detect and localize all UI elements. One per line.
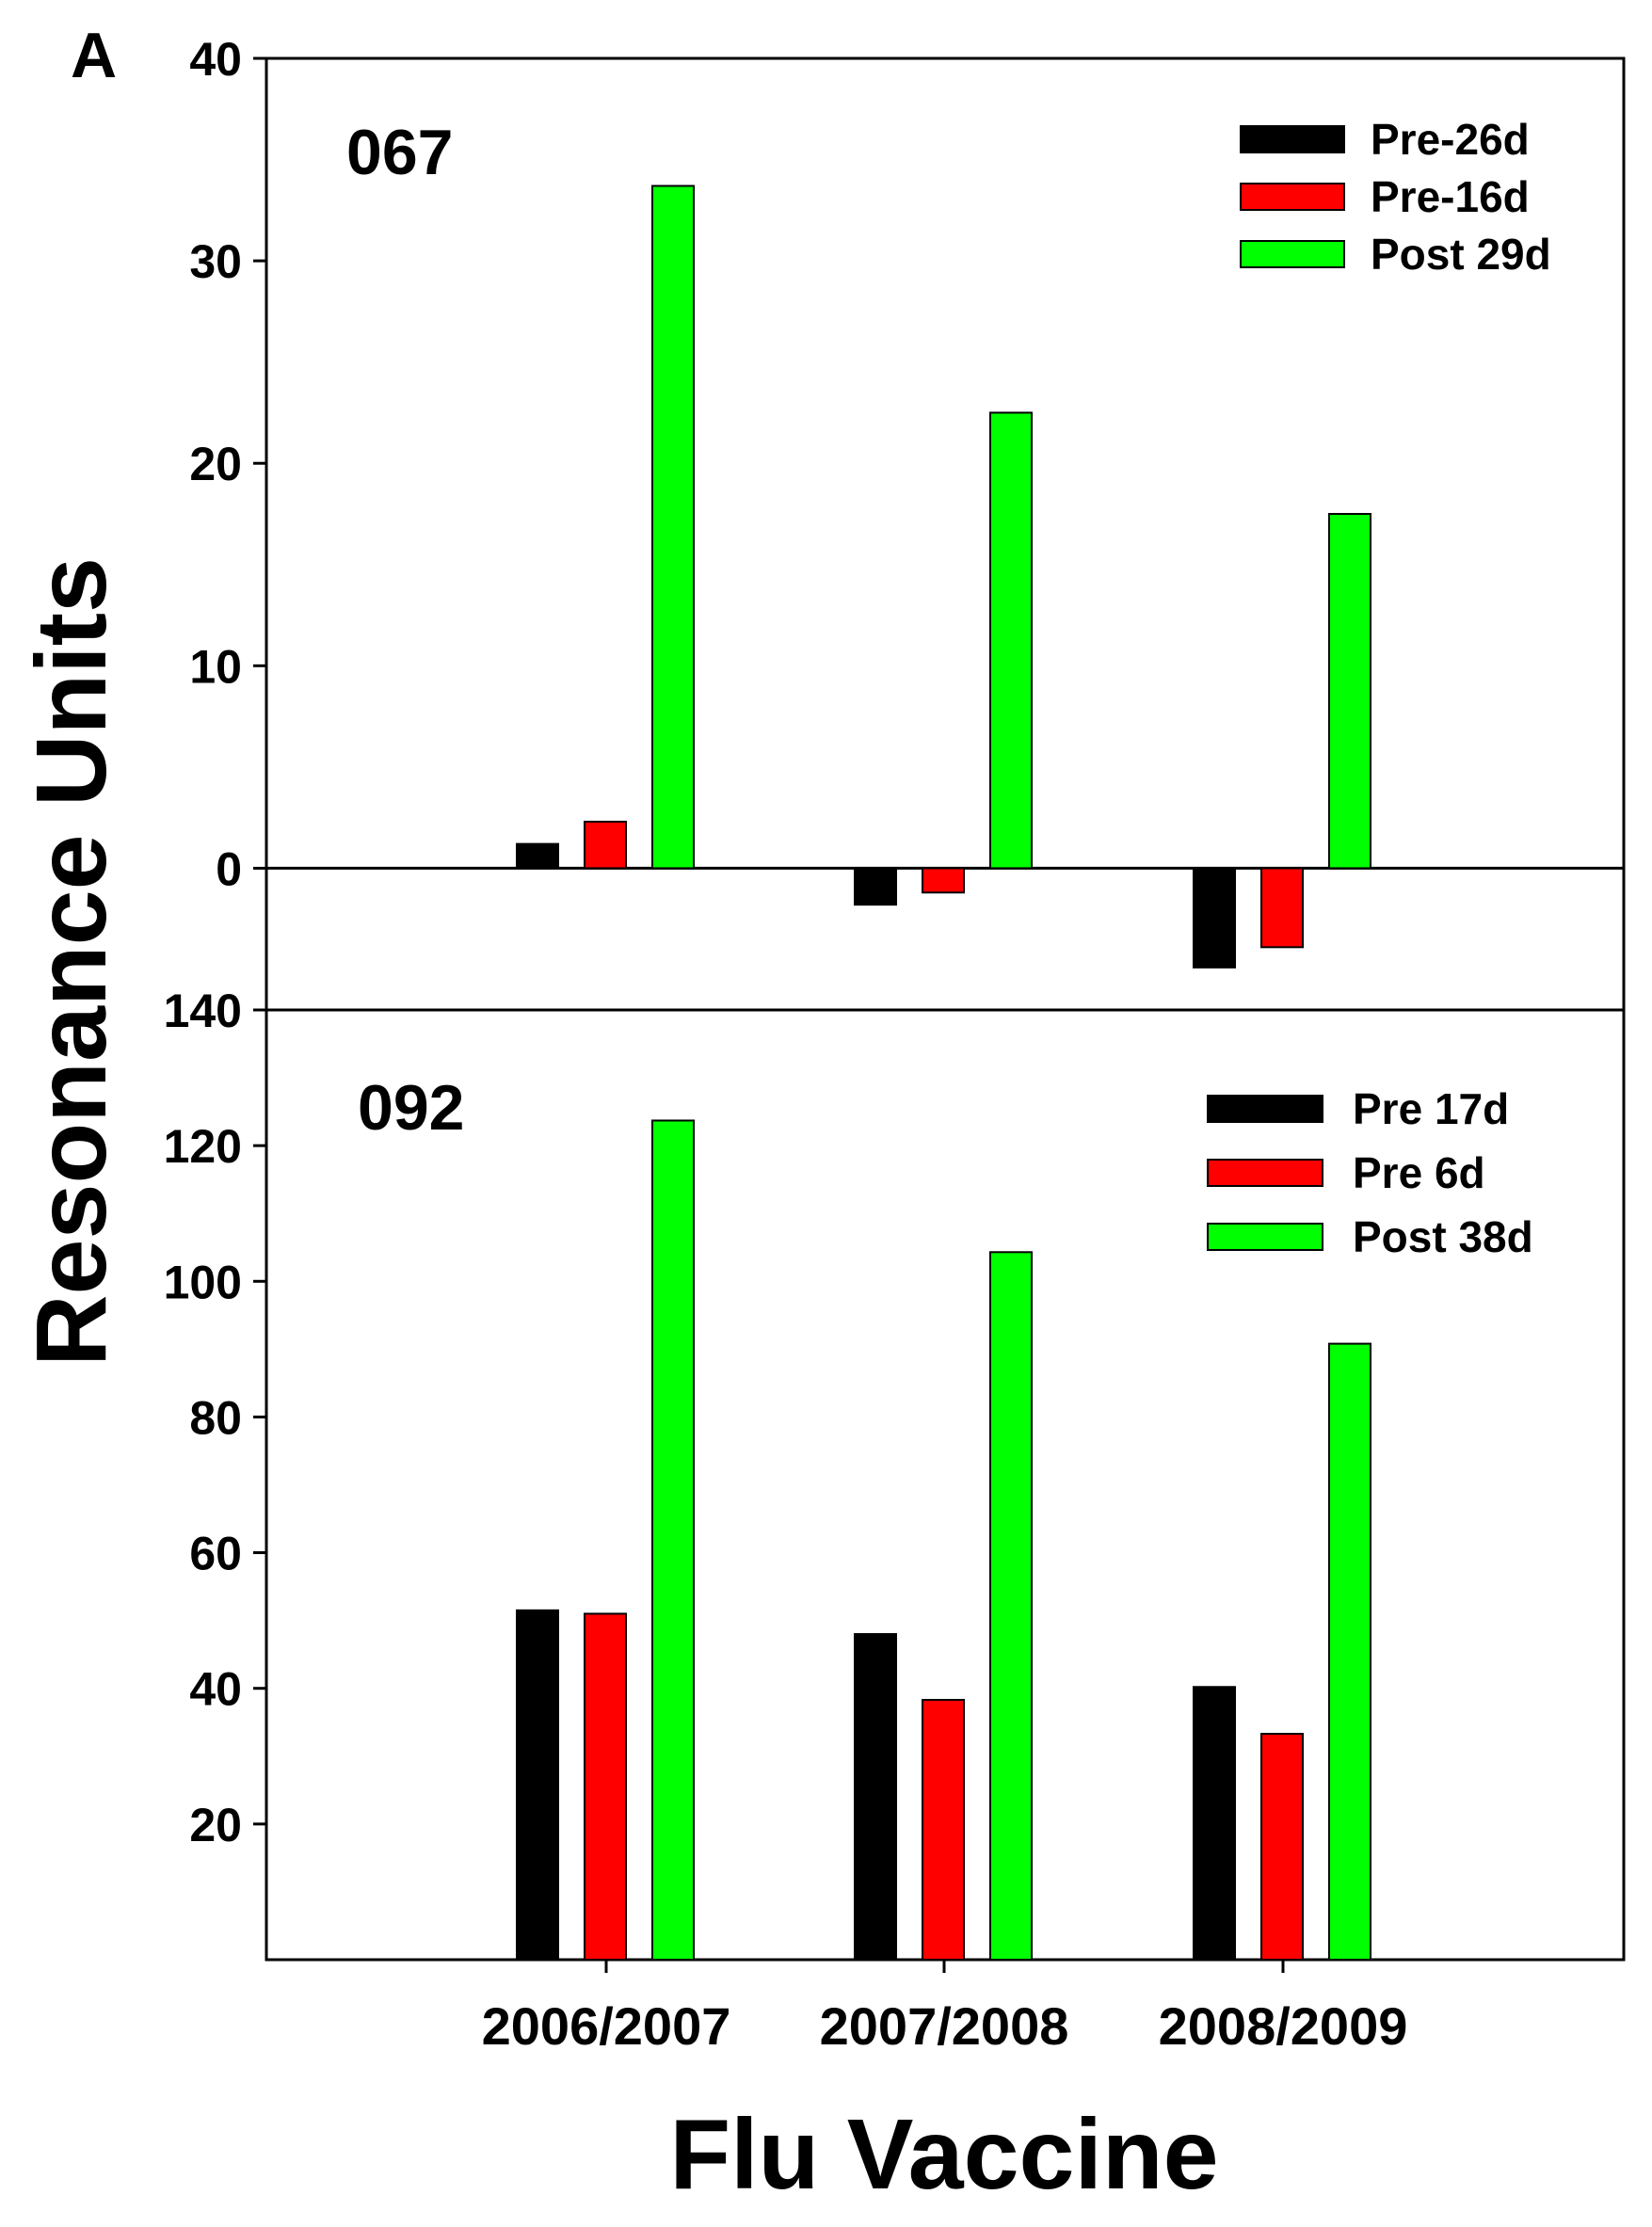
panel-id-label: 067 bbox=[346, 117, 453, 188]
bar bbox=[651, 184, 695, 870]
legend-label: Post 38d bbox=[1353, 1212, 1533, 1261]
legend: Pre 17d Pre 6d Post 38d bbox=[1207, 1084, 1533, 1261]
bar bbox=[516, 1609, 559, 1961]
bar bbox=[584, 820, 627, 870]
x-tick-label: 2006/2007 bbox=[482, 1996, 731, 2056]
legend-label: Pre 6d bbox=[1353, 1148, 1485, 1197]
legend-swatch bbox=[1207, 1223, 1323, 1251]
y-tick-label: 0 bbox=[216, 842, 242, 895]
legend-label: Pre-16d bbox=[1371, 172, 1530, 221]
x-tick-label: 2008/2009 bbox=[1159, 1996, 1408, 2056]
bar bbox=[922, 867, 965, 894]
bar bbox=[651, 1119, 695, 1961]
bar bbox=[989, 411, 1033, 870]
y-axis-title: Resonance Units bbox=[16, 557, 127, 1367]
x-tick-label: 2007/2008 bbox=[820, 1996, 1069, 2056]
y-tick-label: 80 bbox=[189, 1391, 242, 1444]
bar bbox=[989, 1251, 1033, 1962]
y-tick-label: 60 bbox=[189, 1528, 242, 1580]
bar bbox=[1328, 1342, 1371, 1961]
bar bbox=[1260, 1733, 1304, 1962]
bar bbox=[854, 1633, 897, 1961]
legend-swatch bbox=[1240, 125, 1345, 153]
y-tick-label: 20 bbox=[189, 1799, 242, 1851]
y-tick-label: 10 bbox=[189, 640, 242, 693]
y-tick-label: 40 bbox=[189, 1663, 242, 1716]
panels: 0 10 20 30 40 067 Pre-26d Pre-16d Post 29d 20 40 60… bbox=[164, 33, 1626, 2056]
bar bbox=[516, 842, 559, 870]
bar bbox=[1260, 867, 1304, 949]
bar bbox=[1193, 1686, 1236, 1961]
bar bbox=[1328, 512, 1371, 870]
y-tick-label: 100 bbox=[164, 1256, 242, 1308]
legend: Pre-26d Pre-16d Post 29d bbox=[1240, 115, 1551, 279]
legend-label: Pre-26d bbox=[1371, 115, 1530, 164]
panel-letter: A bbox=[71, 20, 117, 91]
x-axis-title: Flu Vaccine bbox=[669, 2099, 1218, 2210]
legend-swatch bbox=[1207, 1095, 1323, 1123]
legend-label: Pre 17d bbox=[1353, 1084, 1509, 1133]
legend-label: Post 29d bbox=[1371, 230, 1551, 279]
bar bbox=[922, 1698, 965, 1961]
panel-1: 0 10 20 30 40 067 Pre-26d Pre-16d Post 29d bbox=[189, 33, 1626, 1012]
legend-swatch bbox=[1240, 240, 1345, 268]
y-tick-label: 20 bbox=[189, 438, 242, 490]
legend-swatch bbox=[1207, 1159, 1323, 1187]
panel-2: 20 40 60 80 100 120 140 092 Pre 17d Pre 6d Post 38… bbox=[164, 985, 1626, 2056]
bar bbox=[1193, 867, 1236, 969]
y-tick-label: 120 bbox=[164, 1120, 242, 1173]
y-tick-label: 140 bbox=[164, 985, 242, 1037]
bar bbox=[854, 867, 897, 906]
panel-id-label: 092 bbox=[358, 1072, 464, 1144]
y-tick-label: 40 bbox=[189, 33, 242, 86]
legend-swatch bbox=[1240, 183, 1345, 211]
y-tick-label: 30 bbox=[189, 235, 242, 288]
bar bbox=[584, 1612, 627, 1961]
